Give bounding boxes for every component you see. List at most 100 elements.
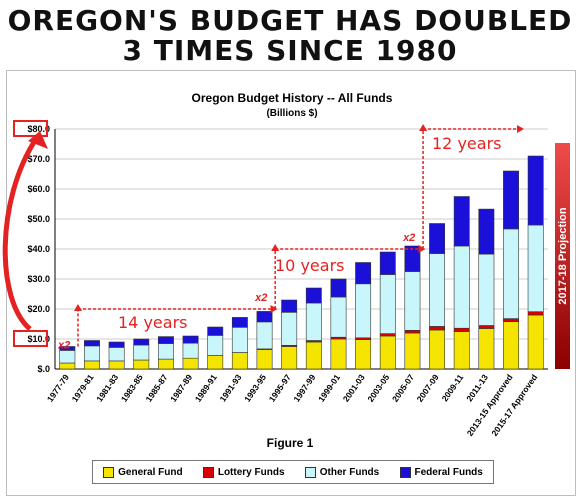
x-tick-label: 1991-93: [217, 372, 243, 404]
x-tick-label: 2005-07: [390, 372, 416, 404]
bar-segment: [84, 340, 100, 347]
y-tick-label: $40.0: [27, 244, 50, 254]
bar-segment: [59, 346, 76, 351]
legend-label: Other Funds: [319, 466, 380, 478]
span-label: 14 years: [118, 313, 187, 332]
legend-general-fund: General Fund: [103, 466, 183, 478]
legend-label: General Fund: [118, 466, 183, 478]
y-tick-label: $30.0: [27, 274, 50, 284]
bar-segment: [157, 343, 174, 360]
x-tick-label: 1995-97: [267, 372, 293, 404]
bar-segment: [453, 331, 470, 370]
span-label: 10 years: [275, 256, 344, 275]
bar-segment: [330, 338, 347, 370]
x-tick-label: 1993-95: [242, 372, 268, 404]
bar-segment: [429, 329, 446, 370]
y-tick-label: $50.0: [27, 214, 50, 224]
x-tick-label: 1997-99: [291, 372, 317, 404]
bar-segment: [108, 347, 125, 362]
projection-label: 2017-18 Projection: [556, 207, 569, 305]
bar-segment: [404, 332, 421, 370]
doubling-curve-arrow: [2, 137, 39, 331]
bar-segment: [305, 341, 322, 370]
y-tick-label: $10.0: [27, 334, 50, 344]
bar-segment: [379, 335, 396, 370]
step-arrowhead-up: [271, 244, 280, 251]
bar-segment: [404, 271, 421, 331]
x-tick-label: 2015-17 Approved: [489, 372, 539, 437]
legend-swatch: [202, 466, 214, 478]
bar-segment: [478, 328, 495, 370]
x-tick-label: 1985-87: [143, 372, 169, 404]
legend-swatch: [304, 466, 316, 478]
x-tick-label: 2011-13: [464, 372, 490, 403]
step-arrowhead-up: [419, 124, 428, 131]
x2-label: x2: [57, 340, 70, 352]
chart-subtitle: (Billions $): [266, 108, 317, 119]
chart-legend: General Fund Lottery Funds Other Funds F…: [92, 460, 494, 484]
chart-title: Oregon Budget History -- All Funds: [192, 91, 393, 105]
bar-segment: [133, 338, 150, 346]
bar-segment: [503, 318, 519, 322]
bar-segment: [108, 360, 125, 370]
figure-label: Figure 1: [266, 436, 314, 450]
bar-segment: [182, 335, 199, 344]
bar-segment: [478, 208, 495, 255]
bar-segment: [429, 253, 446, 327]
bar-segment: [330, 278, 347, 298]
bar-segment: [133, 344, 150, 361]
legend-lottery-funds: Lottery Funds: [202, 466, 285, 478]
bar-segment: [453, 196, 470, 247]
bar-segment: [281, 346, 298, 370]
bar-segment: [379, 333, 396, 337]
legend-swatch: [399, 466, 411, 478]
bar-segment: [182, 342, 199, 359]
x-tick-label: 2007-09: [415, 372, 441, 404]
span-label: 12 years: [432, 134, 501, 153]
x-tick-label: 1989-91: [193, 372, 219, 404]
x2-label: x2: [402, 232, 415, 244]
bar-segment: [59, 362, 76, 370]
step-arrowhead-right: [517, 125, 525, 133]
x-tick-label: 2009-11: [440, 372, 466, 403]
bar-segment: [256, 321, 273, 350]
step-arrowhead-right: [270, 305, 278, 313]
bar-segment: [503, 321, 519, 370]
bar-segment: [404, 329, 421, 334]
legend-federal-funds: Federal Funds: [399, 466, 483, 478]
bar-segment: [305, 287, 322, 304]
bar-segment: [256, 311, 273, 323]
bar-segment: [453, 245, 470, 329]
bar-segment: [379, 251, 396, 275]
y-tick-label: $20.0: [27, 304, 50, 314]
headline-line-1: OREGON'S BUDGET HAS DOUBLED: [7, 4, 573, 37]
x-tick-label: 1999-01: [316, 372, 342, 404]
bar-segment: [207, 355, 224, 370]
step-arrowhead-right: [418, 245, 426, 253]
bar-segment: [355, 262, 372, 285]
highlight-box-10: [13, 330, 48, 347]
headline-line-2: 3 TIMES SINCE 1980: [122, 34, 458, 67]
bar-segment: [281, 299, 298, 313]
bar-segment: [478, 253, 495, 326]
bar-segment: [84, 360, 100, 370]
x2-label: x2: [254, 292, 267, 304]
y-tick-label: $.0: [37, 364, 50, 374]
bar-segment: [527, 311, 544, 316]
bar-segment: [182, 357, 199, 370]
x-tick-label: 1979-81: [70, 372, 96, 404]
bar-segment: [527, 155, 544, 226]
x-tick-label: 2001-03: [341, 372, 367, 404]
bar-segment: [305, 302, 322, 341]
y-tick-label: $80.0: [27, 124, 50, 134]
doubling-curve-arrowhead: [28, 131, 48, 149]
x-tick-label: 1981-83: [94, 372, 120, 404]
bar-segment: [108, 341, 125, 348]
legend-other-funds: Other Funds: [304, 466, 380, 478]
bar-segment: [231, 326, 248, 353]
x-tick-label: 2003-05: [365, 372, 391, 404]
bar-segment: [207, 335, 224, 356]
bar-segment: [157, 358, 174, 370]
bar-segment: [133, 359, 150, 370]
bar-segment: [527, 224, 544, 312]
